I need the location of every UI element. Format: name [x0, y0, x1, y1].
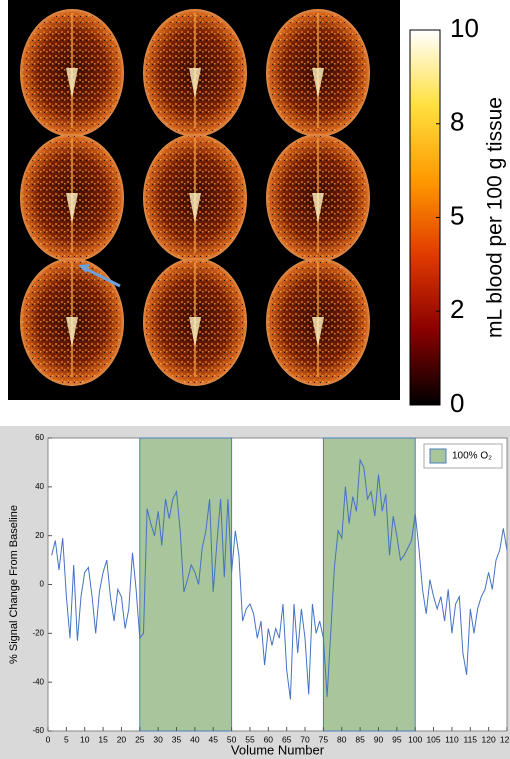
- colorbar-tick-label: 8: [450, 107, 464, 137]
- legend-label: 100% O₂: [452, 451, 492, 462]
- plot-area: [48, 438, 507, 731]
- y-tick-label: -60: [32, 726, 44, 735]
- y-tick-label: -20: [32, 628, 44, 637]
- x-tick-label: 10: [80, 734, 90, 744]
- y-tick-label: 60: [35, 433, 44, 442]
- x-tick-label: 25: [135, 734, 145, 744]
- colorbar-tick-label: 10: [450, 13, 479, 43]
- x-axis-label: Volume Number: [231, 742, 325, 757]
- oxygen-band: [323, 438, 415, 731]
- colorbar: [410, 30, 440, 405]
- figure: 025810mL blood per 100 g tissue-60-40-20…: [0, 0, 510, 759]
- x-tick-label: 15: [98, 734, 108, 744]
- x-tick-label: 115: [463, 734, 477, 744]
- x-tick-label: 85: [355, 734, 365, 744]
- x-tick-label: 80: [337, 734, 347, 744]
- x-tick-label: 100: [408, 734, 422, 744]
- y-tick-label: 20: [35, 531, 44, 540]
- x-tick-label: 40: [190, 734, 200, 744]
- colorbar-tick-label: 0: [450, 388, 464, 418]
- x-tick-label: 35: [172, 734, 182, 744]
- legend-swatch: [430, 449, 446, 463]
- y-axis-label: % Signal Change From Baseline: [8, 505, 20, 664]
- colorbar-tick-label: 5: [450, 200, 464, 230]
- x-tick-label: 20: [117, 734, 127, 744]
- y-tick-label: -40: [32, 677, 44, 686]
- y-tick-label: 0: [40, 580, 45, 589]
- x-tick-label: 125: [500, 734, 510, 744]
- x-tick-label: 120: [482, 734, 496, 744]
- page: 025810mL blood per 100 g tissue-60-40-20…: [0, 0, 510, 759]
- colorbar-tick-label: 2: [450, 294, 464, 324]
- x-tick-label: 110: [445, 734, 459, 744]
- x-tick-label: 0: [46, 734, 51, 744]
- y-tick-label: 40: [35, 482, 44, 491]
- x-tick-label: 5: [64, 734, 69, 744]
- colorbar-label: mL blood per 100 g tissue: [484, 97, 507, 338]
- x-tick-label: 95: [392, 734, 402, 744]
- x-tick-label: 105: [426, 734, 440, 744]
- brain-slices: [20, 9, 370, 386]
- x-tick-label: 45: [209, 734, 219, 744]
- x-tick-label: 90: [374, 734, 384, 744]
- x-tick-label: 30: [153, 734, 163, 744]
